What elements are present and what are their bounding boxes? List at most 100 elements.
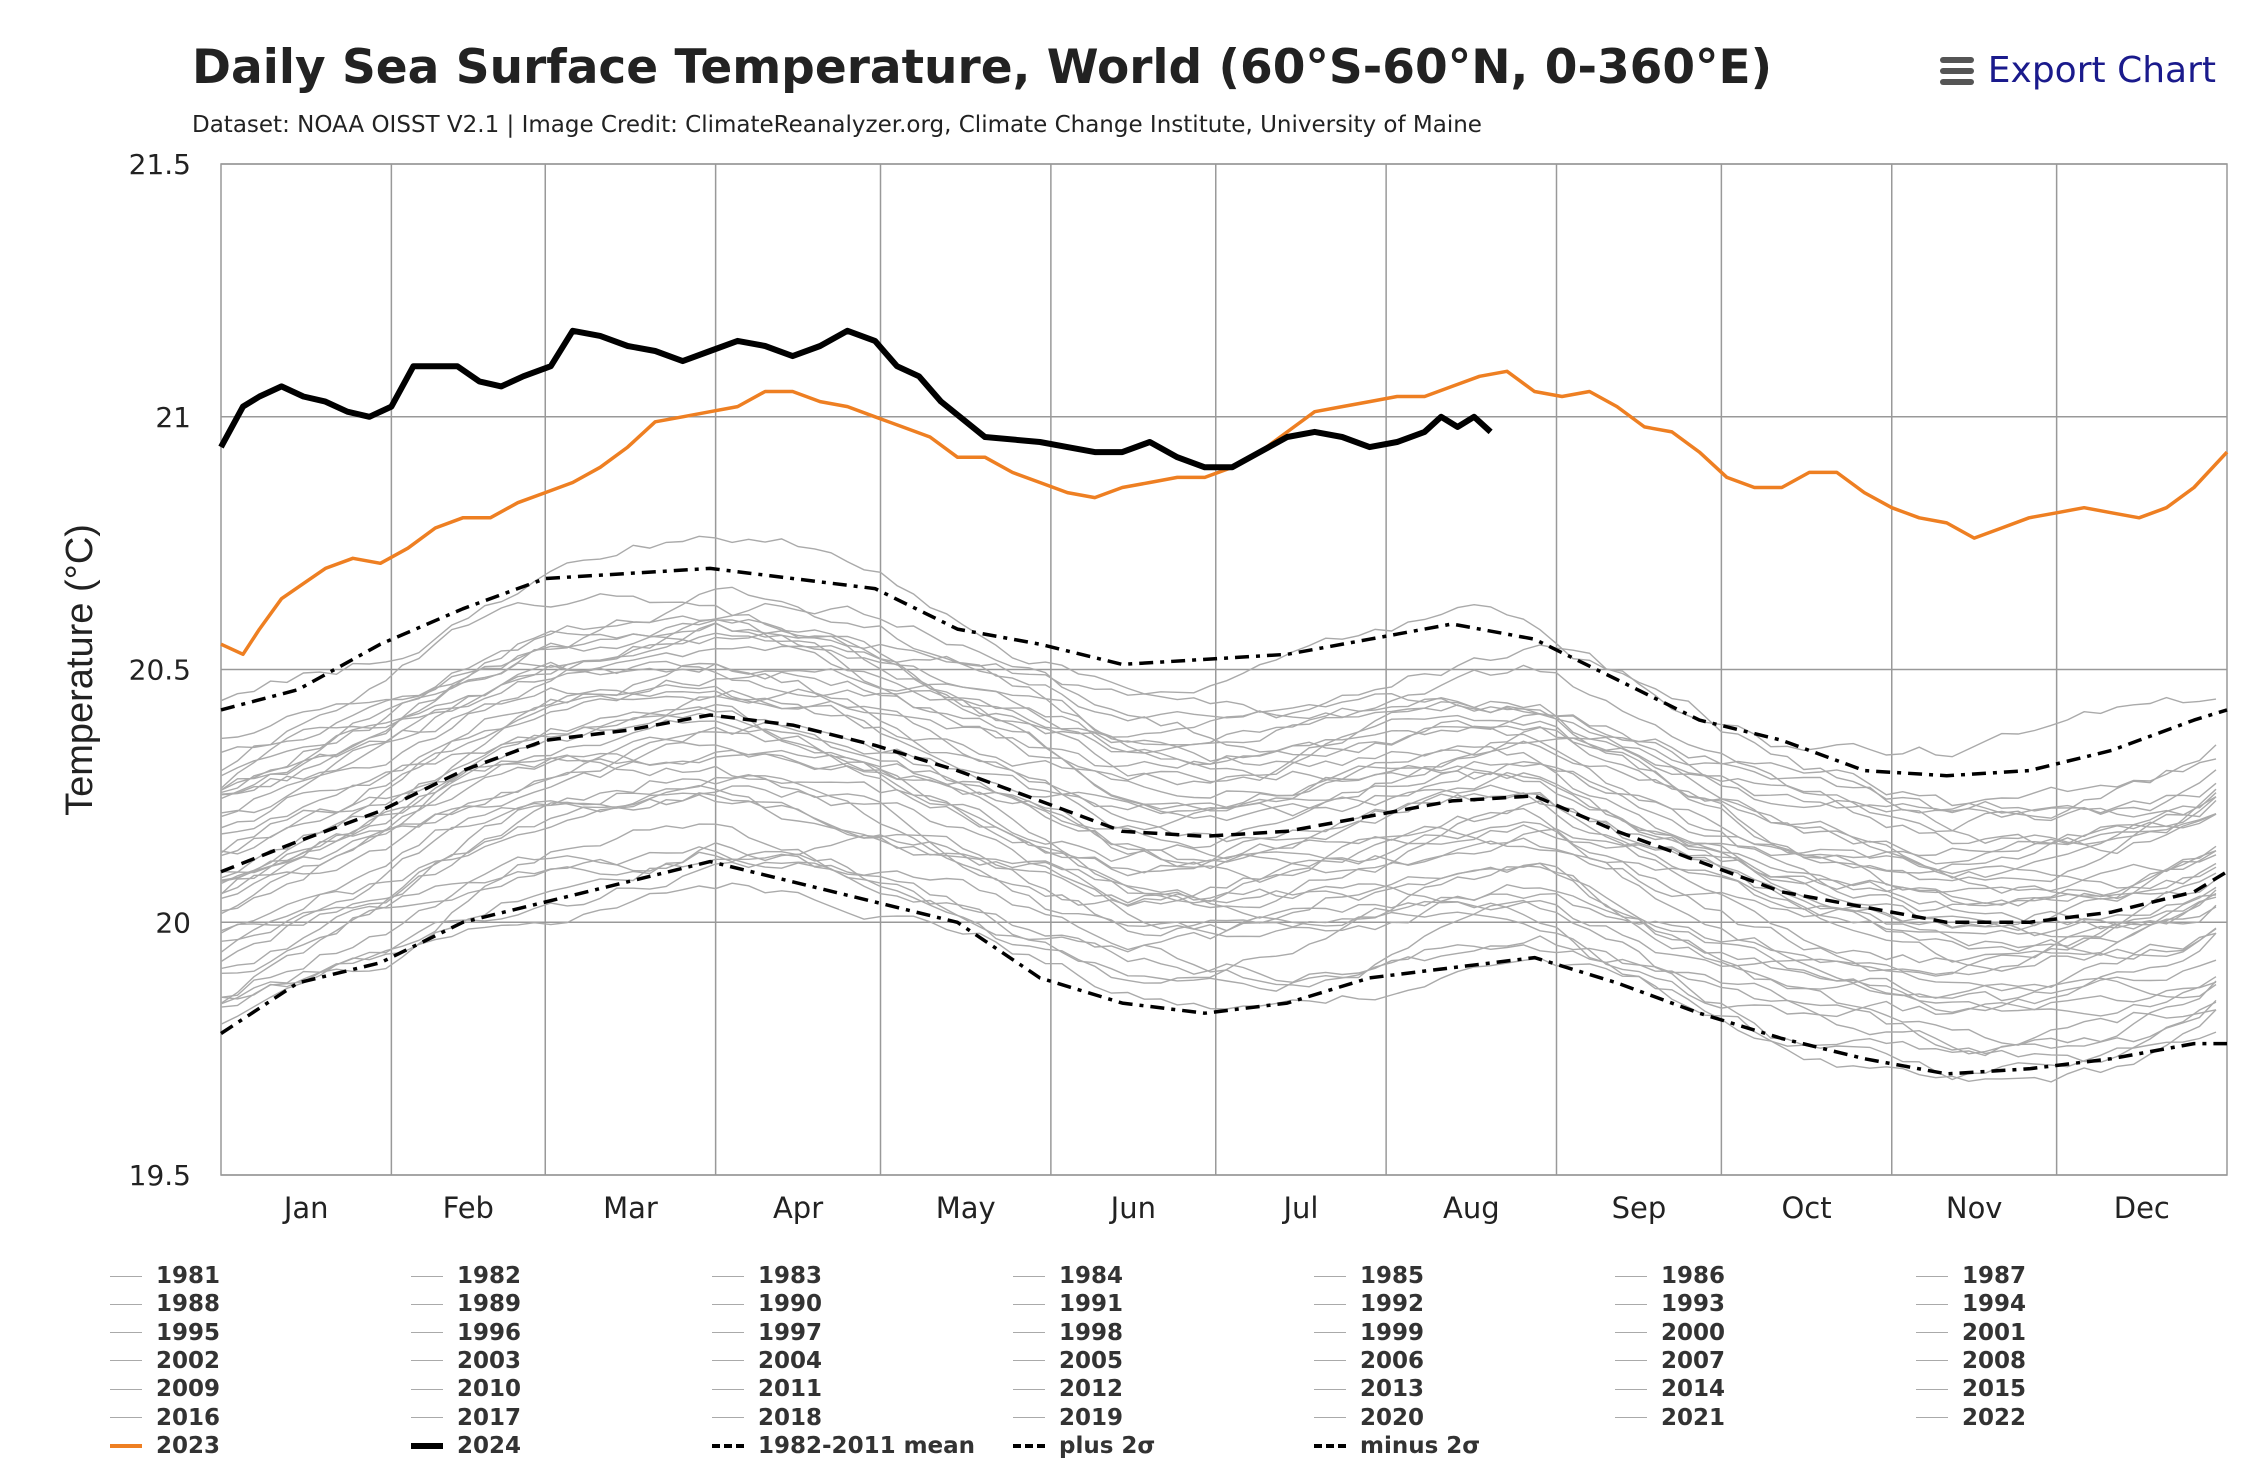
legend-item[interactable]: plus 2σ bbox=[1013, 1432, 1155, 1460]
legend-label: 2024 bbox=[457, 1432, 522, 1459]
legend-item[interactable]: 1999 bbox=[1314, 1319, 1424, 1347]
historical-year-line bbox=[220, 773, 2217, 999]
legend-item[interactable]: 2024 bbox=[411, 1432, 521, 1460]
historical-year-line bbox=[220, 792, 2217, 1002]
legend-item[interactable]: 1991 bbox=[1013, 1290, 1123, 1318]
legend-symbol bbox=[1916, 1332, 1948, 1334]
legend-symbol bbox=[411, 1303, 443, 1305]
legend-item[interactable]: 2021 bbox=[1615, 1404, 1725, 1432]
legend-label: 2008 bbox=[1962, 1347, 2027, 1374]
legend-item[interactable]: 2006 bbox=[1314, 1347, 1424, 1375]
legend-item[interactable]: 1994 bbox=[1916, 1290, 2026, 1318]
legend-item[interactable]: 2019 bbox=[1013, 1404, 1123, 1432]
legend-item[interactable]: 1982-2011 mean bbox=[712, 1432, 975, 1460]
legend-item[interactable]: 1986 bbox=[1615, 1262, 1725, 1290]
legend-label: 1986 bbox=[1661, 1263, 1726, 1289]
historical-year-line bbox=[220, 602, 2217, 811]
legend-label: 1994 bbox=[1962, 1291, 2027, 1318]
legend-item[interactable]: 1981 bbox=[110, 1262, 220, 1290]
legend-label: 2020 bbox=[1360, 1404, 1425, 1431]
legend-item[interactable]: 1988 bbox=[110, 1290, 220, 1318]
legend-symbol bbox=[1916, 1360, 1948, 1362]
legend-item[interactable]: 1993 bbox=[1615, 1290, 1725, 1318]
legend-label: 2010 bbox=[457, 1376, 522, 1403]
legend-item[interactable]: 2003 bbox=[411, 1347, 521, 1375]
legend-item[interactable]: 2015 bbox=[1916, 1375, 2026, 1403]
legend-label: 1983 bbox=[758, 1263, 823, 1289]
legend-item[interactable]: 2000 bbox=[1615, 1319, 1725, 1347]
legend-symbol bbox=[411, 1332, 443, 1334]
legend-label: 2014 bbox=[1661, 1376, 1726, 1403]
x-tick-label: Sep bbox=[1612, 1191, 1667, 1225]
legend-symbol bbox=[1314, 1417, 1346, 1418]
x-tick-label: May bbox=[936, 1191, 996, 1225]
legend-item[interactable]: 2020 bbox=[1314, 1404, 1424, 1432]
legend-label: 1998 bbox=[1059, 1319, 1124, 1346]
legend-item[interactable]: 1997 bbox=[712, 1319, 822, 1347]
x-tick-label: Apr bbox=[773, 1191, 823, 1225]
legend-symbol bbox=[712, 1417, 744, 1418]
legend-item[interactable]: 2023 bbox=[110, 1432, 220, 1460]
historical-year-line bbox=[220, 615, 2217, 814]
historical-year-lines bbox=[220, 535, 2217, 1083]
legend-label: 1992 bbox=[1360, 1291, 1425, 1318]
legend-symbol bbox=[411, 1360, 443, 1362]
legend-item[interactable]: 1985 bbox=[1314, 1262, 1424, 1290]
legend-item[interactable]: 2005 bbox=[1013, 1347, 1123, 1375]
legend-label: 1996 bbox=[457, 1319, 522, 1346]
legend-item[interactable]: 2013 bbox=[1314, 1375, 1424, 1403]
legend-label: 2007 bbox=[1661, 1347, 1726, 1374]
legend-item[interactable]: 2017 bbox=[411, 1404, 521, 1432]
legend-symbol bbox=[1314, 1388, 1346, 1390]
export-chart-button[interactable]: Export Chart bbox=[1939, 50, 2216, 91]
historical-year-line bbox=[220, 644, 2217, 879]
legend-symbol bbox=[1615, 1388, 1647, 1390]
chart-title: Daily Sea Surface Temperature, World (60… bbox=[192, 40, 1773, 95]
legend-symbol bbox=[110, 1275, 142, 1277]
y-tick-label: 20.5 bbox=[129, 654, 191, 687]
legend-symbol bbox=[1013, 1360, 1045, 1362]
legend-item[interactable]: 2016 bbox=[110, 1404, 220, 1432]
historical-year-line bbox=[220, 672, 2217, 894]
legend-item[interactable]: 2010 bbox=[411, 1375, 521, 1403]
x-tick-label: Jul bbox=[1281, 1191, 1318, 1225]
legend-symbol bbox=[1013, 1275, 1045, 1277]
legend-item[interactable]: 2012 bbox=[1013, 1375, 1123, 1403]
legend-item[interactable]: 1998 bbox=[1013, 1319, 1123, 1347]
historical-year-line bbox=[220, 622, 2217, 865]
legend-item[interactable]: 2001 bbox=[1916, 1319, 2026, 1347]
legend-item[interactable]: 1995 bbox=[110, 1319, 220, 1347]
legend-symbol bbox=[712, 1303, 744, 1305]
historical-year-line bbox=[220, 535, 2217, 758]
legend-item[interactable]: 1996 bbox=[411, 1319, 521, 1347]
legend-item[interactable]: 1992 bbox=[1314, 1290, 1424, 1318]
legend-item[interactable]: 2014 bbox=[1615, 1375, 1725, 1403]
legend-item[interactable]: 2008 bbox=[1916, 1347, 2026, 1375]
legend-symbol bbox=[1615, 1303, 1647, 1305]
legend-item[interactable]: 2004 bbox=[712, 1347, 822, 1375]
legend-symbol bbox=[1314, 1332, 1346, 1334]
legend-item[interactable]: 2022 bbox=[1916, 1404, 2026, 1432]
legend-symbol bbox=[411, 1275, 443, 1277]
legend-item[interactable]: 2018 bbox=[712, 1404, 822, 1432]
x-tick-label: Dec bbox=[2114, 1191, 2170, 1225]
legend-item[interactable]: 1990 bbox=[712, 1290, 822, 1318]
legend-item[interactable]: 1983 bbox=[712, 1262, 822, 1290]
legend-symbol bbox=[1916, 1275, 1948, 1277]
historical-year-line bbox=[220, 619, 2217, 818]
legend-item[interactable]: 2009 bbox=[110, 1375, 220, 1403]
legend-symbol bbox=[712, 1388, 744, 1390]
y-tick-label: 21.5 bbox=[129, 148, 191, 181]
legend-item[interactable]: minus 2σ bbox=[1314, 1432, 1480, 1460]
legend-item[interactable]: 2007 bbox=[1615, 1347, 1725, 1375]
x-tick-label: Jan bbox=[282, 1191, 329, 1225]
legend-label: 1985 bbox=[1360, 1263, 1425, 1289]
historical-year-line bbox=[220, 662, 2217, 883]
legend-label: 2023 bbox=[156, 1432, 221, 1459]
legend-item[interactable]: 1987 bbox=[1916, 1262, 2026, 1290]
legend-item[interactable]: 1982 bbox=[411, 1262, 521, 1290]
legend-item[interactable]: 1984 bbox=[1013, 1262, 1123, 1290]
legend-item[interactable]: 2002 bbox=[110, 1347, 220, 1375]
legend-item[interactable]: 2011 bbox=[712, 1375, 822, 1403]
legend-item[interactable]: 1989 bbox=[411, 1290, 521, 1318]
